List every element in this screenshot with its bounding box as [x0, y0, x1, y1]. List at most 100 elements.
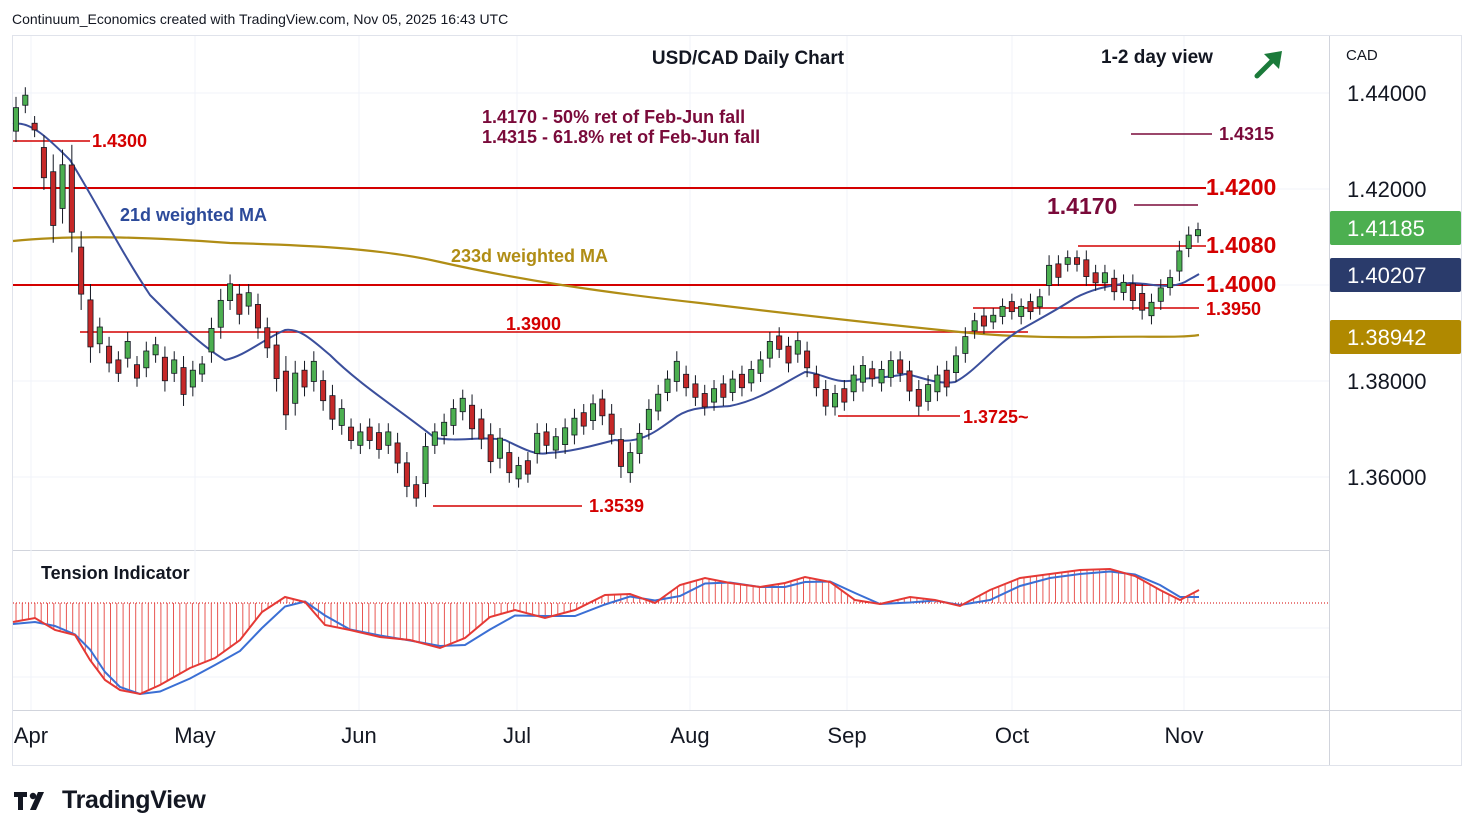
candle-up [999, 305, 1006, 317]
ma-233-line [12, 236, 1200, 339]
candle-down [599, 398, 606, 417]
candle-up [673, 360, 680, 382]
candle-down [506, 452, 513, 474]
level-label-1-4300: 1.4300 [92, 131, 147, 151]
candle-down [1008, 301, 1015, 313]
time-tick-nov: Nov [1164, 723, 1203, 748]
chart-frame [12, 35, 1462, 766]
time-tick-apr: Apr [14, 723, 48, 748]
chart-title: USD/CAD Daily Chart [652, 48, 845, 69]
candle-up [757, 359, 764, 374]
price-badge-ma233 [1330, 320, 1461, 354]
candle-up [934, 374, 941, 393]
candle-down [282, 370, 289, 416]
candle-up [636, 432, 643, 454]
level-label-1-4000: 1.4000 [1206, 271, 1276, 297]
candle-down [329, 395, 336, 420]
time-axis[interactable]: Apr May Jun Jul Aug Sep Oct Nov [14, 723, 1204, 748]
candle-up [357, 431, 364, 446]
candle-up [227, 283, 234, 301]
candle-up [152, 344, 159, 356]
time-tick-jun: Jun [341, 723, 376, 748]
tradingview-logo[interactable]: TradingView [14, 786, 206, 815]
candle-down [394, 442, 401, 464]
tension-indicator-label: Tension Indicator [41, 563, 190, 583]
candle-down [804, 350, 811, 369]
candle-up [143, 350, 150, 369]
candle-down [869, 368, 876, 380]
candle-up [1167, 277, 1174, 289]
candle-up [59, 164, 66, 209]
candle-up [887, 360, 894, 378]
candle-down [403, 462, 410, 487]
candle-down [161, 356, 168, 382]
candle-up [96, 326, 103, 345]
price-axis[interactable]: 1.44000 1.42000 1.38000 1.36000 [1347, 81, 1427, 490]
price-badge-ma21 [1330, 258, 1461, 292]
candle-down [617, 439, 624, 467]
candle-up [729, 378, 736, 393]
level-label-1-3900: 1.3900 [506, 314, 561, 334]
up-arrow-icon [1254, 51, 1282, 79]
candle-down [692, 383, 699, 398]
candle-down [841, 388, 848, 403]
candle-up [422, 446, 429, 484]
level-lines [13, 133, 1212, 507]
candle-up [925, 384, 932, 402]
tension-signal-line [12, 570, 1199, 696]
candle-down [813, 373, 820, 389]
candle-up [664, 378, 671, 393]
time-tick-oct: Oct [995, 723, 1029, 748]
candle-down [264, 327, 271, 349]
level-label-1-3950: 1.3950 [1206, 299, 1261, 319]
candle-down [776, 335, 783, 350]
candle-down [366, 426, 373, 441]
chart-header-caption: Continuum_Economics created with Trading… [12, 11, 509, 27]
level-label-1-4200: 1.4200 [1206, 174, 1276, 200]
tradingview-wordmark: TradingView [62, 786, 206, 814]
candle-up [1036, 296, 1043, 308]
level-label-1-3539: 1.3539 [589, 496, 644, 516]
candle-down [469, 404, 476, 430]
view-label: 1-2 day view [1101, 47, 1213, 68]
candle-down [348, 426, 355, 441]
candle-down [50, 171, 57, 226]
candle-down [720, 383, 727, 398]
candle-up [217, 299, 224, 328]
candle-down [543, 431, 550, 446]
ma-21-label: 21d weighted MA [120, 205, 267, 225]
candle-up [459, 397, 466, 413]
candle-up [1046, 264, 1053, 286]
candle-up [1185, 234, 1192, 249]
candle-up [208, 328, 215, 353]
candle-up [953, 355, 960, 373]
tension-main-line [12, 567, 1200, 696]
candle-up [859, 364, 866, 383]
candle-up [292, 372, 299, 404]
candlestick-series [12, 87, 1202, 507]
candle-up [534, 432, 541, 454]
candle-up [338, 408, 345, 426]
candle-down [133, 364, 140, 379]
candle-down [115, 359, 122, 374]
candle-down [1055, 263, 1062, 278]
candle-down [375, 432, 382, 450]
candle-up [124, 340, 131, 359]
candle-up [310, 360, 317, 382]
candle-down [683, 373, 690, 389]
candle-up [645, 408, 652, 430]
currency-label: CAD [1346, 47, 1378, 64]
candle-up [431, 431, 438, 446]
candle-up [171, 359, 178, 374]
price-tick-1-44000: 1.44000 [1347, 81, 1427, 106]
time-tick-jul: Jul [503, 723, 531, 748]
candle-up [199, 363, 206, 375]
ma-21-line [12, 122, 1200, 455]
candle-down [31, 122, 38, 131]
candle-up [189, 369, 196, 388]
candle-down [580, 412, 587, 427]
candle-down [1074, 257, 1081, 265]
price-badge-last [1330, 211, 1461, 245]
candle-up [450, 408, 457, 426]
